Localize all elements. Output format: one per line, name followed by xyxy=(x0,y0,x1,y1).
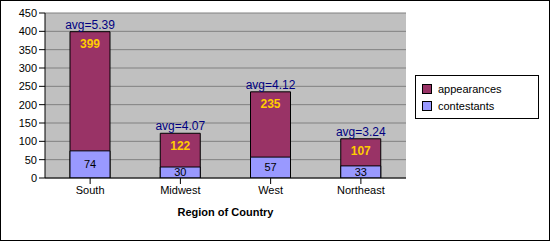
svg-text:200: 200 xyxy=(19,99,37,111)
svg-text:avg=4.07: avg=4.07 xyxy=(155,119,205,133)
svg-text:74: 74 xyxy=(84,158,96,170)
svg-text:Northeast: Northeast xyxy=(337,184,385,196)
svg-text:400: 400 xyxy=(19,25,37,37)
svg-text:30: 30 xyxy=(174,166,186,178)
svg-text:57: 57 xyxy=(264,161,276,173)
svg-text:450: 450 xyxy=(19,7,37,19)
svg-text:avg=4.12: avg=4.12 xyxy=(246,78,296,92)
svg-text:33: 33 xyxy=(355,166,367,178)
svg-text:107: 107 xyxy=(351,144,371,158)
svg-text:avg=5.39: avg=5.39 xyxy=(65,18,115,32)
svg-text:50: 50 xyxy=(25,154,37,166)
svg-text:350: 350 xyxy=(19,44,37,56)
svg-text:Region of Country: Region of Country xyxy=(178,206,275,218)
html-text:appearances: appearances xyxy=(438,82,502,95)
svg-text:150: 150 xyxy=(19,117,37,129)
html-text:contestants: contestants xyxy=(438,99,495,112)
svg-text:235: 235 xyxy=(260,97,280,111)
svg-text:250: 250 xyxy=(19,80,37,92)
svg-text:avg=3.24: avg=3.24 xyxy=(336,125,386,139)
svg-text:100: 100 xyxy=(19,135,37,147)
svg-text:122: 122 xyxy=(170,139,190,153)
svg-text:300: 300 xyxy=(19,62,37,74)
svg-text:0: 0 xyxy=(31,172,37,184)
svg-text:399: 399 xyxy=(80,37,100,51)
svg-text:South: South xyxy=(76,184,105,196)
svg-text:West: West xyxy=(258,184,283,196)
svg-text:Midwest: Midwest xyxy=(160,184,200,196)
